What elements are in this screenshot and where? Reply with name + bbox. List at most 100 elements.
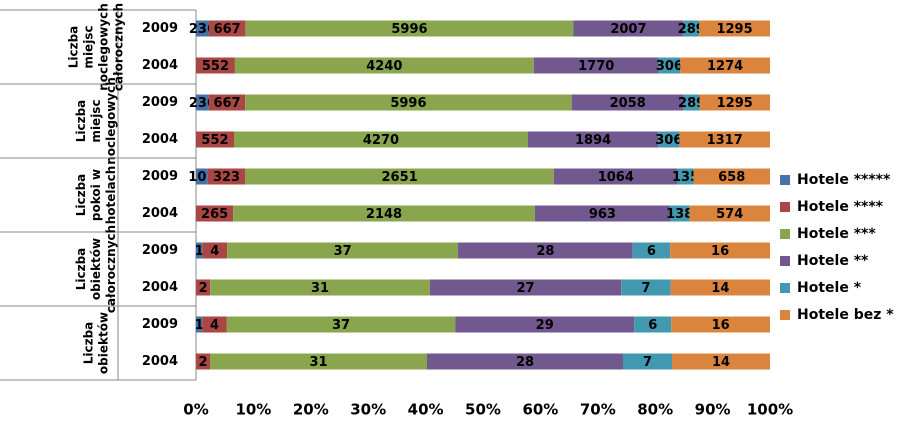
bar-segment <box>534 205 671 222</box>
data-label: 323 <box>213 170 240 185</box>
data-label: 37 <box>334 244 352 259</box>
data-label: 289 <box>678 22 705 37</box>
data-label: 7 <box>643 355 652 370</box>
bar-segment <box>196 353 210 370</box>
bar-segment <box>680 57 770 74</box>
data-label: 29 <box>536 318 554 333</box>
bar-segment <box>233 205 535 222</box>
x-tick-label: 0% <box>183 401 208 419</box>
legend-label: Hotele * <box>797 280 862 296</box>
data-label: 552 <box>201 133 228 148</box>
data-label: 16 <box>711 244 729 259</box>
legend-label: Hotele ***** <box>797 172 891 188</box>
bar-segment <box>621 279 671 296</box>
bar-segment <box>670 242 770 259</box>
data-label: 27 <box>516 281 534 296</box>
bar-segment <box>683 20 700 37</box>
bar-segment <box>208 20 246 37</box>
data-label: 2 <box>198 355 207 370</box>
data-label: 2058 <box>610 96 646 111</box>
x-tick-label: 40% <box>408 401 444 419</box>
data-label: 135 <box>672 170 699 185</box>
category-label: 2004 <box>142 58 178 73</box>
data-label: 289 <box>678 96 705 111</box>
legend-label: Hotele ** <box>797 253 869 269</box>
category-label: 2004 <box>142 132 178 147</box>
legend-swatch <box>780 202 790 212</box>
data-label: 28 <box>536 244 554 259</box>
category-label: 2009 <box>142 21 178 36</box>
bar-segment <box>196 279 211 296</box>
bar-segment <box>234 57 534 74</box>
data-label: 7 <box>641 281 650 296</box>
x-tick-label: 50% <box>465 401 501 419</box>
data-label: 1894 <box>575 133 611 148</box>
category-label: 2004 <box>142 280 178 295</box>
data-label: 4240 <box>366 59 402 74</box>
bar-segment <box>208 94 246 111</box>
data-label: 14 <box>711 281 729 296</box>
data-label: 574 <box>716 207 743 222</box>
data-label: 138 <box>666 207 693 222</box>
data-label: 5996 <box>390 96 426 111</box>
data-label: 5996 <box>391 22 427 37</box>
bar-segment <box>571 94 684 111</box>
bar-segment <box>196 94 209 111</box>
bar-segment <box>233 131 528 148</box>
bar-segment <box>672 353 770 370</box>
bar-segment <box>210 279 430 296</box>
bar-segment <box>202 242 228 259</box>
data-label: 1 <box>195 318 204 333</box>
x-tick-label: 100% <box>747 401 793 419</box>
bar-segment <box>245 94 572 111</box>
bar-segment <box>677 168 694 185</box>
bar-segment <box>632 242 671 259</box>
bar-segment <box>226 316 456 333</box>
data-label: 306 <box>655 133 682 148</box>
x-tick-label: 10% <box>235 401 271 419</box>
bar-segment <box>245 168 554 185</box>
data-label: 4270 <box>363 133 399 148</box>
bar-segment <box>196 242 203 259</box>
x-tick-label: 70% <box>580 401 616 419</box>
data-label: 306 <box>656 59 683 74</box>
bar-segment <box>553 168 678 185</box>
legend-label: Hotele bez * <box>797 307 894 323</box>
legend-swatch <box>780 229 790 239</box>
bar-segment <box>196 205 234 222</box>
bar-segment <box>196 20 209 37</box>
x-tick-label: 90% <box>695 401 731 419</box>
data-label: 1317 <box>707 133 743 148</box>
data-label: 658 <box>718 170 745 185</box>
data-label: 31 <box>309 355 327 370</box>
bar-segment <box>427 353 623 370</box>
bar-segment <box>533 57 659 74</box>
legend-label: Hotele **** <box>797 199 884 215</box>
bar-segment <box>670 279 770 296</box>
category-label: 2009 <box>142 169 178 184</box>
data-label: 265 <box>201 207 228 222</box>
bar-segment <box>699 94 770 111</box>
data-label: 28 <box>516 355 534 370</box>
data-label: 4 <box>210 244 219 259</box>
bar-segment <box>527 131 659 148</box>
x-tick-label: 20% <box>293 401 329 419</box>
bar-segment <box>634 316 672 333</box>
legend-label: Hotele *** <box>797 226 876 242</box>
data-label: 1064 <box>598 170 634 185</box>
data-label: 31 <box>311 281 329 296</box>
category-label: 2009 <box>142 317 178 332</box>
data-label: 667 <box>213 96 240 111</box>
data-label: 552 <box>202 59 229 74</box>
data-label: 667 <box>214 22 241 37</box>
data-label: 1770 <box>578 59 614 74</box>
bar-segment <box>689 205 770 222</box>
group-label: Liczbaobiektówcałorocznych <box>74 225 118 313</box>
legend-swatch <box>780 256 790 266</box>
data-label: 16 <box>712 318 730 333</box>
data-label: 6 <box>647 244 656 259</box>
bar-segment <box>693 168 770 185</box>
data-label: 2148 <box>366 207 402 222</box>
legend-swatch <box>780 283 790 293</box>
bar-segment <box>670 205 690 222</box>
